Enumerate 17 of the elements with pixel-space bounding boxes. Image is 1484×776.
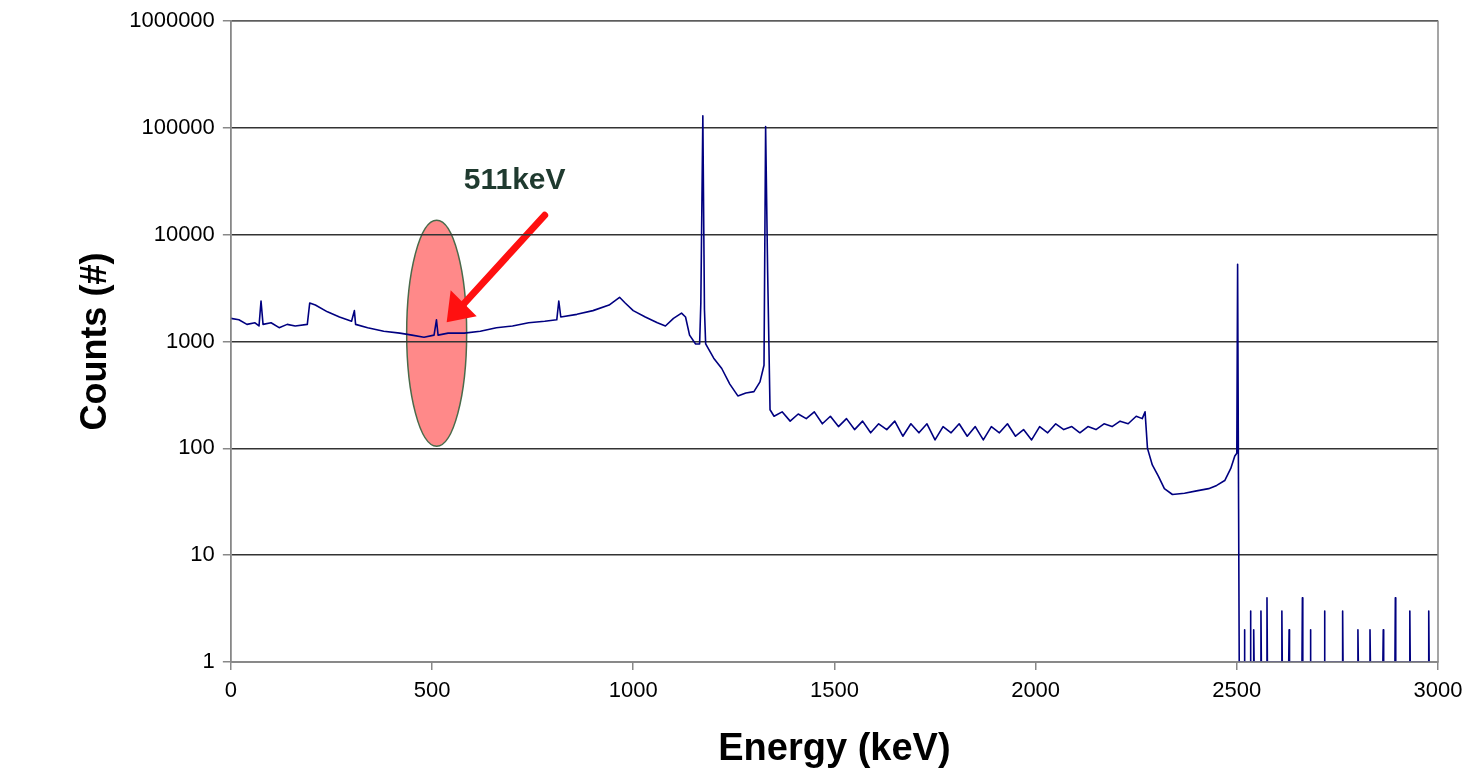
x-tick-label: 500: [413, 677, 451, 703]
x-tick-label: 1000: [608, 677, 658, 703]
x-tick-label: 2000: [1011, 677, 1061, 703]
y-tick-label: 1: [202, 648, 215, 674]
y-tick-label: 10: [190, 541, 215, 567]
x-tick-label: 0: [224, 677, 237, 703]
y-tick-label: 100000: [141, 114, 215, 140]
x-tick-label: 1500: [809, 677, 859, 703]
y-tick-label: 1000: [165, 327, 215, 353]
y-tick-label: 1000000: [129, 7, 215, 33]
y-axis-title: Counts (#): [72, 252, 114, 431]
y-tick-label: 100: [178, 434, 215, 460]
annotation: 511keV: [463, 161, 566, 195]
y-tick-label: 10000: [153, 220, 215, 246]
x-axis-title: Energy (keV): [718, 725, 951, 768]
x-tick-label: 2500: [1212, 677, 1262, 703]
x-tick-label: 3000: [1413, 677, 1463, 703]
